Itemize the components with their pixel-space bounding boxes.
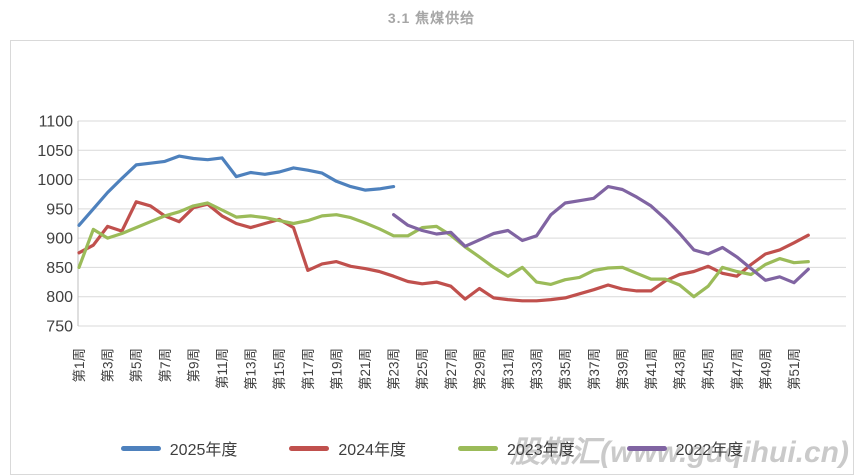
legend-line-swatch	[458, 445, 498, 451]
y-axis-tick-label: 900	[46, 231, 73, 248]
x-axis-tick-label: 第7周	[157, 348, 173, 383]
x-axis-tick-label: 第31周	[500, 348, 516, 390]
y-axis-tick-label: 1100	[39, 114, 74, 131]
x-axis-tick-label: 第27周	[443, 348, 459, 390]
x-axis-tick-label: 第47周	[729, 348, 745, 390]
x-axis-tick-label: 第5周	[128, 348, 144, 383]
legend-item-2025年度: 2025年度	[120, 436, 238, 460]
x-axis-tick-label: 第29周	[471, 348, 487, 390]
chart-title: 3.1 焦煤供给	[387, 10, 476, 26]
legend-line-swatch	[289, 445, 330, 451]
series-line-2022年度	[392, 185, 810, 285]
legend-label: 2025年度	[169, 442, 238, 459]
y-axis-tick-label: 1000	[37, 172, 73, 189]
x-axis-tick-label: 第45周	[700, 348, 716, 390]
legend-line-swatch	[626, 445, 667, 451]
legend-item-2024年度: 2024年度	[289, 436, 406, 460]
watermark-text: 股期汇(www.guqihui.cn)	[510, 436, 849, 469]
x-axis-tick-label: 第11周	[214, 348, 230, 389]
x-axis-tick-label: 第41周	[643, 348, 659, 390]
legend-line-swatch	[120, 445, 161, 451]
x-axis-tick-label: 第3周	[100, 348, 116, 383]
x-axis-tick-label: 第43周	[672, 348, 688, 390]
legend-item-2023年度: 2023年度	[458, 436, 575, 460]
x-axis-tick-label: 第19周	[328, 348, 344, 390]
x-axis-tick-label: 第21周	[357, 348, 373, 390]
x-axis-tick-label: 第39周	[614, 348, 630, 390]
x-axis-tick-label: 第23周	[386, 348, 402, 390]
x-axis-tick-label: 第37周	[586, 348, 602, 390]
legend-item-2022年度: 2022年度	[626, 436, 744, 460]
x-axis-tick-label: 第9周	[185, 348, 201, 383]
legend-label: 2024年度	[338, 442, 406, 459]
line-chart-plot-area: 750800850900950100010501100第1周 第3周 第5周 第7周第…	[37, 114, 846, 390]
y-axis-tick-label: 850	[46, 260, 73, 277]
x-axis-tick-label: 第15周	[271, 348, 287, 390]
x-axis-tick-label: 第51周	[786, 348, 802, 390]
y-axis-tick-label: 750	[46, 319, 73, 336]
x-axis-tick-label: 第33周	[529, 348, 545, 390]
y-axis-tick-label: 950	[46, 201, 73, 218]
series-line-2025年度	[77, 154, 396, 227]
x-axis-tick-label: 第17周	[300, 348, 316, 390]
x-axis-tick-label: 第49周	[757, 348, 773, 390]
legend-label: 2022年度	[675, 442, 744, 459]
x-axis-tick-label: 第1周	[71, 348, 87, 383]
chart-frame: 750 800 850 900 950 1000 1050 1100 第1周 第3周 第5周 第7周第…	[10, 40, 854, 475]
series-line-2023年度	[77, 201, 810, 299]
chart-legend: 2025年度 2024年度 2023年度 2022年度	[11, 433, 853, 463]
legend-label: 2023年度	[507, 442, 575, 459]
x-axis-tick-label: 第13周	[243, 348, 259, 390]
x-axis-tick-label: 第35周	[557, 348, 573, 390]
y-axis-tick-label: 1050	[37, 143, 73, 160]
x-axis-tick-label: 第25周	[414, 348, 430, 390]
y-axis-tick-label: 800	[46, 289, 73, 306]
